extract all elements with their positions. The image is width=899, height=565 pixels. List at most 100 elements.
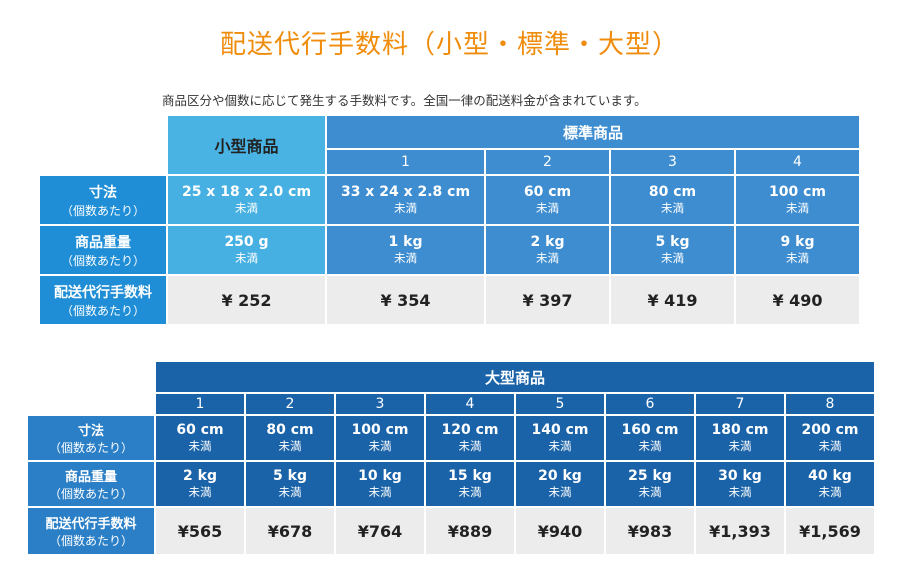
standard-1-size-value: 33 x 24 x 2.8 cm bbox=[340, 184, 471, 200]
small-weight-sub: 未満 bbox=[235, 251, 258, 265]
large-7-size-sub: 未満 bbox=[728, 439, 752, 453]
standard-4-fee-cell: ¥ 490 bbox=[736, 276, 859, 324]
fee-row: 配送代行手数料 （個数あたり） ¥ 252 ¥ 354 ¥ 397 ¥ 419 … bbox=[40, 276, 859, 324]
large-fee-row: 配送代行手数料 （個数あたり） ¥565 ¥678 ¥764 ¥889 ¥940… bbox=[28, 508, 874, 554]
large-5-weight-sub: 未満 bbox=[548, 485, 572, 499]
large-fee-row-header: 配送代行手数料 （個数あたり） bbox=[28, 508, 154, 554]
large-2-weight-sub: 未満 bbox=[278, 485, 302, 499]
standard-col-1: 1 bbox=[327, 150, 484, 174]
small-standard-fee-table: 小型商品 標準商品 1 2 3 4 寸法 （個数あたり） 25 x 18 x 2… bbox=[38, 114, 861, 326]
fee-label: 配送代行手数料 bbox=[54, 284, 152, 301]
large-col-2: 2 bbox=[246, 394, 334, 414]
standard-col-3: 3 bbox=[611, 150, 734, 174]
large-7-weight-cell: 30 kg 未満 bbox=[696, 462, 784, 506]
large-6-size-sub: 未満 bbox=[638, 439, 662, 453]
standard-3-size-sub: 未満 bbox=[661, 201, 684, 215]
small-fee-cell: ¥ 252 bbox=[168, 276, 325, 324]
large-4-size-value: 120 cm bbox=[441, 422, 499, 438]
large-size-row: 寸法 （個数あたり） 60 cm 未満 80 cm 未満 100 cm 未満 120 … bbox=[28, 416, 874, 460]
large-1-size-sub: 未満 bbox=[188, 439, 212, 453]
large-size-label: 寸法 bbox=[77, 424, 104, 439]
standard-3-weight-cell: 5 kg 未満 bbox=[611, 226, 734, 274]
large-product-header: 大型商品 bbox=[156, 362, 874, 392]
small-size-value: 25 x 18 x 2.0 cm bbox=[181, 184, 312, 200]
standard-2-weight-cell: 2 kg 未満 bbox=[486, 226, 609, 274]
standard-1-size-sub: 未満 bbox=[394, 201, 417, 215]
large-col-4: 4 bbox=[426, 394, 514, 414]
large-3-weight-cell: 10 kg 未満 bbox=[336, 462, 424, 506]
large-1-weight-cell: 2 kg 未満 bbox=[156, 462, 244, 506]
standard-product-header: 標準商品 bbox=[327, 116, 859, 148]
standard-3-weight-sub: 未満 bbox=[661, 251, 684, 265]
fee-sub-label: （個数あたり） bbox=[60, 303, 145, 318]
large-size-sub-label: （個数あたり） bbox=[48, 441, 133, 455]
standard-3-fee-cell: ¥ 419 bbox=[611, 276, 734, 324]
standard-1-weight-cell: 1 kg 未満 bbox=[327, 226, 484, 274]
page-title: 配送代行手数料（小型・標準・大型） bbox=[219, 30, 679, 60]
large-8-weight-sub: 未満 bbox=[818, 485, 842, 499]
large-fee-label: 配送代行手数料 bbox=[45, 517, 137, 532]
large-col-7: 7 bbox=[696, 394, 784, 414]
standard-2-weight-value: 2 kg bbox=[530, 234, 565, 250]
standard-2-weight-sub: 未満 bbox=[536, 251, 559, 265]
large-8-size-sub: 未満 bbox=[818, 439, 842, 453]
size-row: 寸法 （個数あたり） 25 x 18 x 2.0 cm 未満 33 x 24 x… bbox=[40, 176, 859, 224]
large-4-size-sub: 未満 bbox=[458, 439, 482, 453]
small-weight-cell: 250 g 未満 bbox=[168, 226, 325, 274]
large-col-5: 5 bbox=[516, 394, 604, 414]
standard-3-weight-value: 5 kg bbox=[655, 234, 690, 250]
large-3-size-value: 100 cm bbox=[351, 422, 409, 438]
large-3-weight-value: 10 kg bbox=[358, 468, 402, 484]
large-6-weight-sub: 未満 bbox=[638, 485, 662, 499]
large-weight-label: 商品重量 bbox=[64, 470, 117, 485]
standard-4-size-sub: 未満 bbox=[786, 201, 809, 215]
large-2-fee-cell: ¥678 bbox=[246, 508, 334, 554]
large-col-6: 6 bbox=[606, 394, 694, 414]
weight-row: 商品重量 （個数あたり） 250 g 未満 1 kg 未満 2 kg 未満 5 … bbox=[40, 226, 859, 274]
large-weight-row-header: 商品重量 （個数あたり） bbox=[28, 462, 154, 506]
standard-4-weight-value: 9 kg bbox=[780, 234, 815, 250]
standard-4-weight-sub: 未満 bbox=[786, 251, 809, 265]
large-7-weight-sub: 未満 bbox=[728, 485, 752, 499]
standard-4-weight-cell: 9 kg 未満 bbox=[736, 226, 859, 274]
weight-row-header: 商品重量 （個数あたり） bbox=[40, 226, 166, 274]
large-col-8: 8 bbox=[786, 394, 874, 414]
large-6-fee-cell: ¥983 bbox=[606, 508, 694, 554]
large-2-size-value: 80 cm bbox=[266, 422, 314, 438]
large-4-weight-value: 15 kg bbox=[448, 468, 492, 484]
large-weight-sub-label: （個数あたり） bbox=[48, 487, 133, 501]
large-2-size-sub: 未満 bbox=[278, 439, 302, 453]
standard-col-2: 2 bbox=[486, 150, 609, 174]
large-1-size-cell: 60 cm 未満 bbox=[156, 416, 244, 460]
large-2-weight-cell: 5 kg 未満 bbox=[246, 462, 334, 506]
large-6-size-value: 160 cm bbox=[621, 422, 679, 438]
large-7-size-cell: 180 cm 未満 bbox=[696, 416, 784, 460]
size-label: 寸法 bbox=[89, 184, 117, 201]
large-1-size-value: 60 cm bbox=[176, 422, 224, 438]
large-5-weight-cell: 20 kg 未満 bbox=[516, 462, 604, 506]
standard-1-size-cell: 33 x 24 x 2.8 cm 未満 bbox=[327, 176, 484, 224]
large-3-size-cell: 100 cm 未満 bbox=[336, 416, 424, 460]
large-col-1: 1 bbox=[156, 394, 244, 414]
corner-blank bbox=[40, 116, 166, 174]
large-7-size-value: 180 cm bbox=[711, 422, 769, 438]
standard-3-size-cell: 80 cm 未満 bbox=[611, 176, 734, 224]
large-8-size-value: 200 cm bbox=[801, 422, 859, 438]
large-6-weight-value: 25 kg bbox=[628, 468, 672, 484]
large-8-size-cell: 200 cm 未満 bbox=[786, 416, 874, 460]
size-sub-label: （個数あたり） bbox=[60, 203, 145, 218]
large-7-fee-cell: ¥1,393 bbox=[696, 508, 784, 554]
large-5-size-value: 140 cm bbox=[531, 422, 589, 438]
standard-1-weight-sub: 未満 bbox=[394, 251, 417, 265]
large-8-fee-cell: ¥1,569 bbox=[786, 508, 874, 554]
small-size-sub: 未満 bbox=[235, 201, 258, 215]
standard-3-size-value: 80 cm bbox=[648, 184, 697, 200]
large-2-size-cell: 80 cm 未満 bbox=[246, 416, 334, 460]
large-weight-row: 商品重量 （個数あたり） 2 kg 未満 5 kg 未満 10 kg 未満 15 kg… bbox=[28, 462, 874, 506]
weight-sub-label: （個数あたり） bbox=[60, 253, 145, 268]
large-2-weight-value: 5 kg bbox=[273, 468, 307, 484]
standard-2-size-cell: 60 cm 未満 bbox=[486, 176, 609, 224]
standard-4-size-cell: 100 cm 未満 bbox=[736, 176, 859, 224]
large-fee-sub-label: （個数あたり） bbox=[48, 534, 133, 548]
small-product-header: 小型商品 bbox=[168, 116, 325, 174]
